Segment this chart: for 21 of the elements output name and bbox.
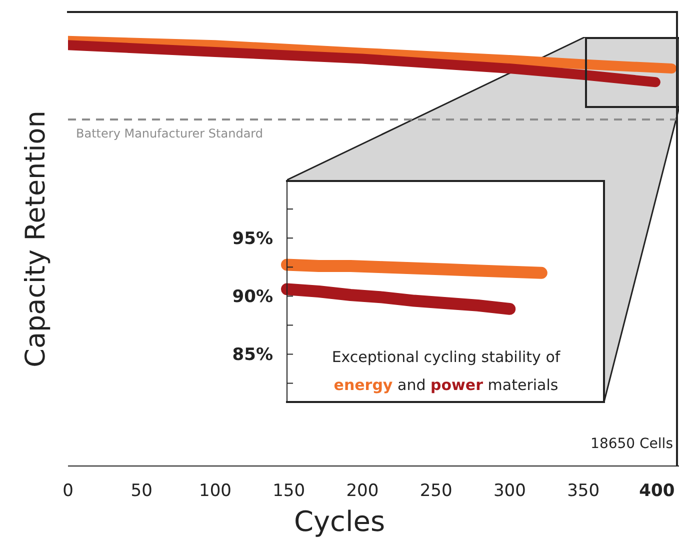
text: power <box>430 376 483 394</box>
x-tick-label: 0 <box>62 481 74 501</box>
x-axis-title: Cycles <box>292 505 386 538</box>
x-tick-label: 400 <box>639 481 675 501</box>
x-tick-label: 300 <box>493 481 526 501</box>
y-tick-label: 85% <box>232 345 273 366</box>
y-axis-title: Capacity Retention <box>20 110 52 368</box>
y-tick-label: 90% <box>232 287 273 308</box>
annotation: materials <box>488 376 558 394</box>
x-tick-label: 150 <box>272 481 306 501</box>
x-tick-label: 250 <box>420 481 452 501</box>
x-tick-label: 100 <box>199 481 232 501</box>
y-tick-label: 95% <box>232 229 273 250</box>
x-tick-label: 350 <box>567 481 600 501</box>
x-tick-label: 50 <box>130 481 152 501</box>
annotation: and <box>398 376 426 394</box>
annotation: 18650 Cells <box>590 436 673 452</box>
x-tick-label: 200 <box>346 481 379 501</box>
text: energy <box>334 376 393 394</box>
annotation: Exceptional cycling stability of <box>330 347 562 368</box>
ref-line-label: Battery Manufacturer Standard <box>76 126 264 141</box>
